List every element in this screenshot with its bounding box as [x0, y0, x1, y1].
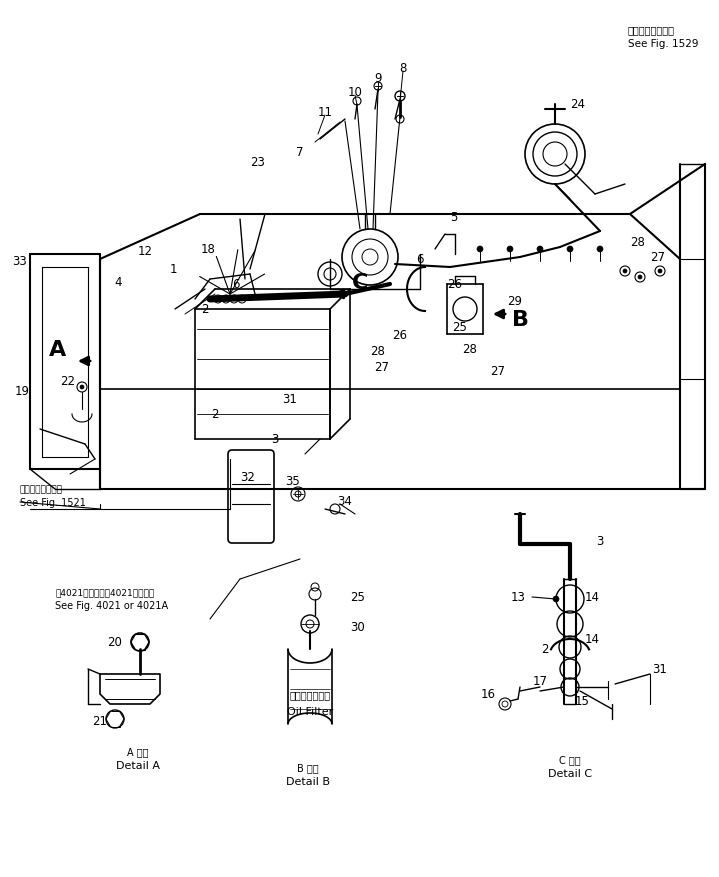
Text: 18: 18 — [201, 243, 216, 256]
Text: 28: 28 — [631, 236, 646, 249]
Text: 28: 28 — [370, 346, 385, 358]
Text: 3: 3 — [596, 535, 604, 548]
Circle shape — [477, 246, 483, 253]
Text: 27: 27 — [375, 361, 390, 374]
Text: Detail B: Detail B — [286, 776, 330, 786]
Text: 30: 30 — [351, 621, 365, 634]
Text: 第１５２１図参照: 第１５２１図参照 — [20, 485, 63, 494]
Text: 11: 11 — [318, 105, 332, 118]
Text: 7: 7 — [296, 146, 303, 159]
Circle shape — [553, 596, 559, 602]
Text: 34: 34 — [337, 495, 352, 508]
Text: C: C — [352, 273, 368, 293]
Text: 25: 25 — [351, 591, 365, 603]
Text: 31: 31 — [283, 393, 298, 406]
Text: 32: 32 — [241, 471, 255, 484]
Circle shape — [567, 246, 573, 253]
Text: 1: 1 — [169, 263, 177, 276]
Text: 28: 28 — [462, 343, 477, 356]
Text: 27: 27 — [490, 365, 505, 378]
Text: 19: 19 — [14, 385, 29, 398]
Text: 25: 25 — [452, 321, 467, 334]
Text: 13: 13 — [510, 591, 526, 603]
Text: C 詳細: C 詳細 — [559, 754, 581, 764]
Text: 31: 31 — [653, 663, 667, 676]
Text: 26: 26 — [447, 278, 462, 291]
Text: 17: 17 — [533, 674, 547, 688]
Text: B: B — [511, 310, 528, 330]
Text: 14: 14 — [585, 633, 600, 645]
Text: 14: 14 — [585, 591, 600, 603]
Text: 3: 3 — [271, 433, 279, 446]
Text: 22: 22 — [60, 375, 75, 388]
Text: 27: 27 — [651, 251, 666, 264]
Text: A 詳細: A 詳細 — [127, 746, 149, 756]
Text: 33: 33 — [13, 255, 27, 268]
Text: 10: 10 — [347, 85, 362, 98]
Text: 29: 29 — [508, 296, 523, 308]
Text: 9: 9 — [375, 71, 382, 84]
Text: 35: 35 — [285, 475, 301, 488]
Text: 23: 23 — [250, 155, 265, 168]
Text: 第１５２９図参照: 第１５２９図参照 — [628, 25, 675, 35]
Circle shape — [80, 386, 84, 389]
Text: オイルフィルタ: オイルフィルタ — [290, 689, 331, 699]
Text: 6: 6 — [416, 253, 423, 267]
Text: 12: 12 — [137, 246, 152, 258]
Text: See Fig. 1521: See Fig. 1521 — [20, 497, 86, 508]
Text: 2: 2 — [211, 408, 219, 421]
Circle shape — [658, 270, 662, 274]
Text: Detail C: Detail C — [548, 768, 592, 778]
Circle shape — [537, 246, 543, 253]
Text: 8: 8 — [399, 61, 407, 75]
Text: 4: 4 — [114, 276, 122, 289]
Text: 26: 26 — [393, 329, 408, 342]
Text: 5: 5 — [450, 211, 458, 225]
Circle shape — [597, 246, 603, 253]
Text: 24: 24 — [570, 98, 585, 111]
Circle shape — [623, 270, 627, 274]
Text: 2: 2 — [541, 643, 549, 656]
Text: 15: 15 — [574, 695, 590, 708]
Text: B 詳細: B 詳細 — [297, 762, 319, 772]
Text: 20: 20 — [108, 636, 122, 649]
Text: A: A — [50, 339, 67, 360]
Circle shape — [507, 246, 513, 253]
Text: 16: 16 — [480, 688, 495, 701]
Text: Detail A: Detail A — [116, 760, 160, 770]
Text: 第4021図または第4021Ａ図参照: 第4021図または第4021Ａ図参照 — [55, 588, 155, 597]
Text: 6: 6 — [232, 278, 239, 291]
Text: 2: 2 — [201, 303, 209, 316]
Text: 21: 21 — [93, 715, 108, 728]
Text: Oil Filter: Oil Filter — [287, 706, 333, 717]
Text: See Fig. 4021 or 4021A: See Fig. 4021 or 4021A — [55, 601, 168, 610]
Text: See Fig. 1529: See Fig. 1529 — [628, 39, 698, 49]
Circle shape — [638, 275, 642, 280]
